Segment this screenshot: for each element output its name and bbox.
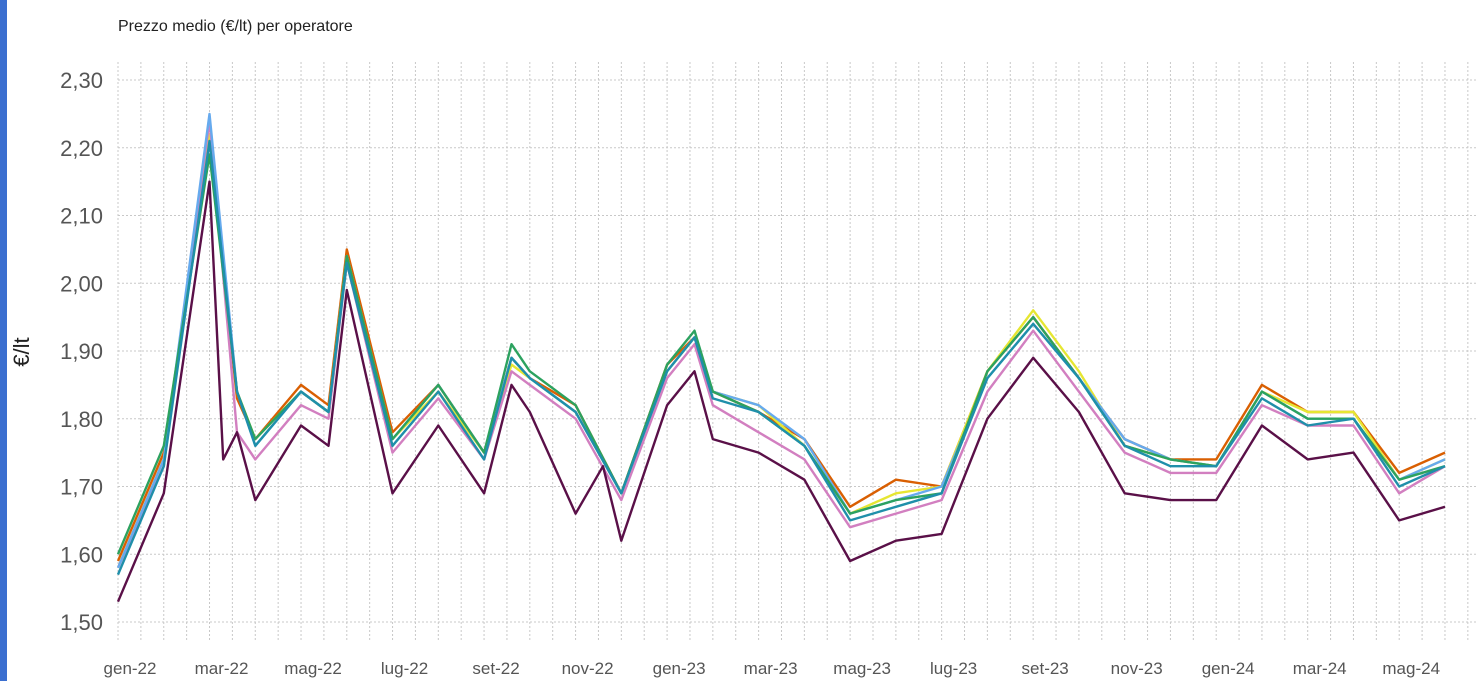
x-tick-label: set-23 <box>1022 659 1069 678</box>
y-tick-label: 2,20 <box>60 136 103 161</box>
x-tick-label: gen-22 <box>104 659 157 678</box>
y-tick-label: 1,70 <box>60 475 103 500</box>
x-tick-label: mag-22 <box>284 659 342 678</box>
x-tick-label: mag-23 <box>833 659 891 678</box>
x-tick-label: mar-24 <box>1293 659 1347 678</box>
x-tick-label: gen-23 <box>653 659 706 678</box>
series-line-3 <box>116 119 1446 569</box>
y-tick-label: 1,90 <box>60 339 103 364</box>
y-tick-label: 1,80 <box>60 407 103 432</box>
x-tick-label: lug-23 <box>930 659 977 678</box>
x-tick-label: nov-22 <box>562 659 614 678</box>
x-tick-label: lug-22 <box>381 659 428 678</box>
x-tick-label: mag-24 <box>1382 659 1440 678</box>
y-tick-label: 2,00 <box>60 271 103 296</box>
x-tick-label: mar-22 <box>195 659 249 678</box>
y-tick-label: 1,50 <box>60 610 103 635</box>
chart-title: Prezzo medio (€/lt) per operatore <box>118 18 353 35</box>
x-tick-label: gen-24 <box>1202 659 1255 678</box>
x-tick-label: set-22 <box>472 659 519 678</box>
y-tick-label: 2,30 <box>60 68 103 93</box>
series-line-6 <box>116 139 1446 576</box>
y-tick-label: 1,60 <box>60 542 103 567</box>
left-accent-bar <box>0 0 7 681</box>
series-line-7 <box>116 180 1446 603</box>
y-tick-label: 2,10 <box>60 204 103 229</box>
x-tick-label: mar-23 <box>744 659 798 678</box>
x-tick-label: nov-23 <box>1111 659 1163 678</box>
